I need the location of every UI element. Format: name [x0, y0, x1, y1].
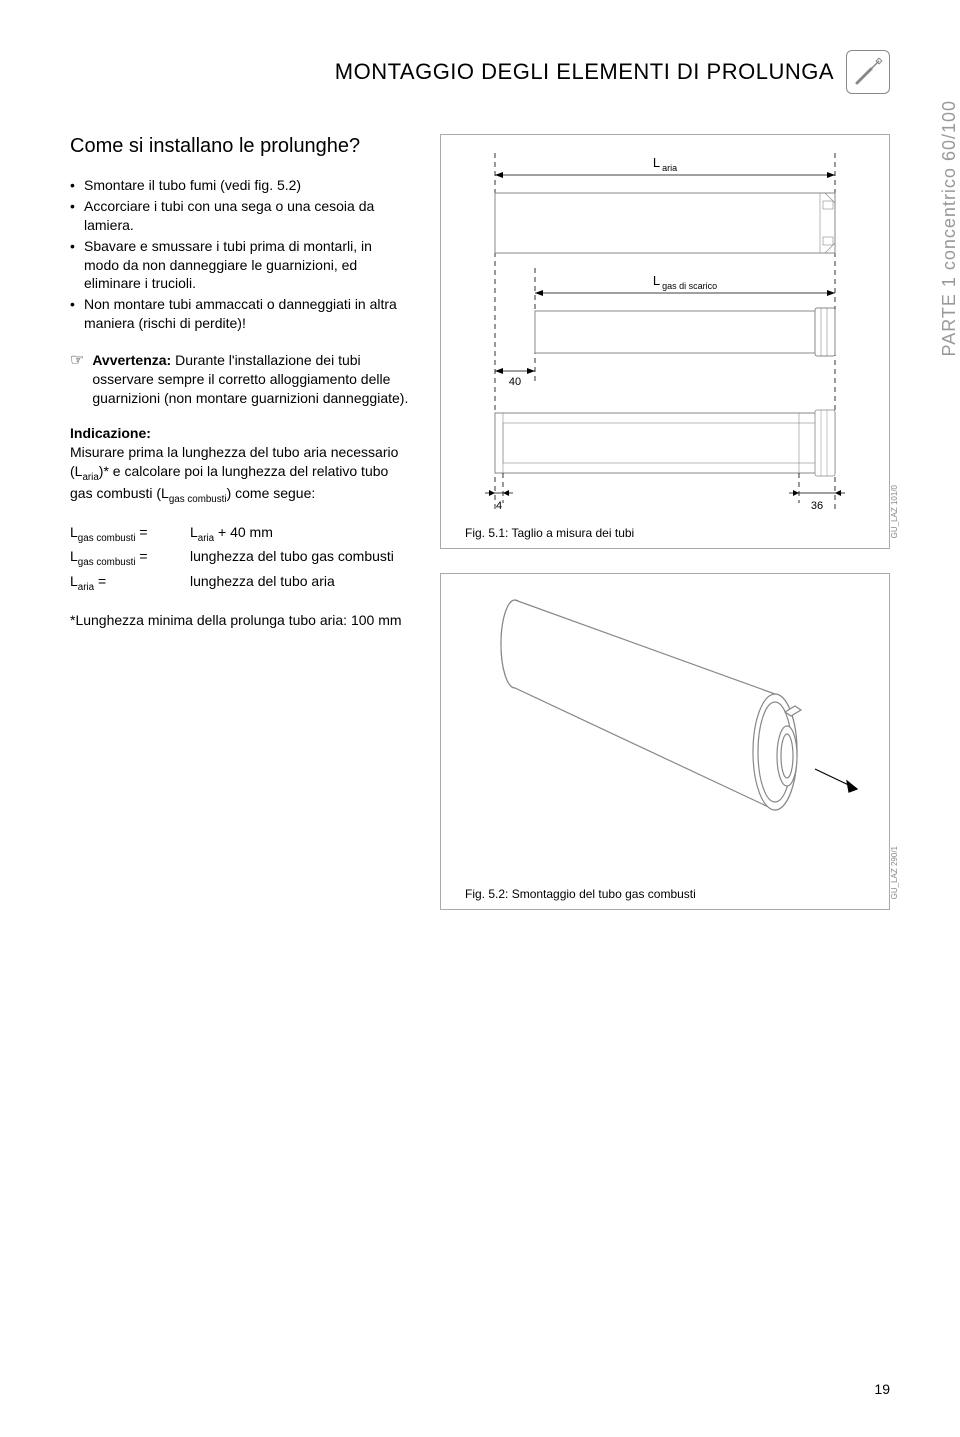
list-item: Smontare il tubo fumi (vedi fig. 5.2): [70, 176, 410, 195]
svg-text:36: 36: [811, 500, 823, 512]
svg-text:Laria: Laria: [653, 155, 677, 173]
diagram-column: Laria Lgas di scarico: [440, 134, 890, 934]
diagram1-svg: Laria Lgas di scarico: [465, 153, 865, 513]
list-item: Non montare tubi ammaccati o danneggiati…: [70, 295, 410, 333]
hand-icon: ☞: [70, 351, 84, 408]
diagram-ref: GU_LAZ 290/1: [890, 846, 899, 899]
svg-text:Lgas di scarico: Lgas di scarico: [653, 273, 717, 291]
screwdriver-icon: [846, 50, 890, 94]
subtitle: Come si installano le prolunghe?: [70, 134, 410, 158]
formula-row: Lgas combusti = lunghezza del tubo gas c…: [70, 546, 410, 570]
indication-block: Indicazione: Misurare prima la lunghezza…: [70, 424, 410, 506]
page-header: MONTAGGIO DEGLI ELEMENTI DI PROLUNGA: [70, 50, 890, 94]
svg-text:40: 40: [509, 376, 521, 388]
text-column: Come si installano le prolunghe? Smontar…: [70, 134, 410, 934]
diagram2-svg: [465, 584, 865, 874]
diagram-ref: GU_LAZ 101/0: [890, 485, 899, 538]
list-item: Sbavare e smussare i tubi prima di monta…: [70, 237, 410, 294]
diagram-dismount-tube: Fig. 5.2: Smontaggio del tubo gas combus…: [440, 573, 890, 910]
warning-text: Avvertenza: Durante l'installazione dei …: [92, 351, 410, 408]
formula-block: Lgas combusti = Laria + 40 mm Lgas combu…: [70, 522, 410, 595]
svg-text:4: 4: [496, 500, 502, 512]
warning-block: ☞ Avvertenza: Durante l'installazione de…: [70, 351, 410, 408]
side-tab: PARTE 1 concentrico 60/100: [939, 100, 960, 356]
formula-row: Lgas combusti = Laria + 40 mm: [70, 522, 410, 546]
bullet-list: Smontare il tubo fumi (vedi fig. 5.2) Ac…: [70, 176, 410, 333]
list-item: Accorciare i tubi con una sega o una ces…: [70, 197, 410, 235]
diagram-cut-tubes: Laria Lgas di scarico: [440, 134, 890, 549]
formula-row: Laria = lunghezza del tubo aria: [70, 571, 410, 595]
fig-caption: Fig. 5.2: Smontaggio del tubo gas combus…: [465, 887, 865, 901]
footnote: *Lunghezza minima della prolunga tubo ar…: [70, 611, 410, 630]
page-title: MONTAGGIO DEGLI ELEMENTI DI PROLUNGA: [335, 59, 834, 85]
fig-caption: Fig. 5.1: Taglio a misura dei tubi: [465, 526, 865, 540]
page-number: 19: [874, 1381, 890, 1397]
